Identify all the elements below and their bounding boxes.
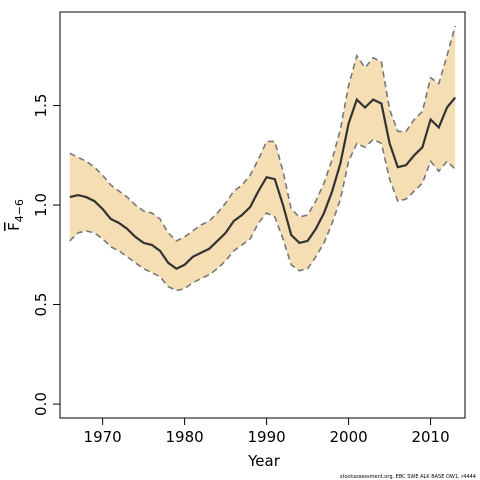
x-tick-label-1990: 1990 — [248, 428, 286, 446]
y-tick-label-0: 0.0 — [32, 392, 50, 416]
x-tick-label-1980: 1980 — [166, 428, 204, 446]
y-axis-title: F4−6 — [5, 199, 26, 231]
credit-text: stockassessment.org, EBC SWE ALK BASE OW… — [340, 474, 476, 480]
lower-bound-line — [69, 138, 456, 292]
y-tick-label-1: 0.5 — [32, 293, 50, 317]
y-tick-label-2: 1.0 — [32, 193, 50, 217]
y-axis: 0.0 0.5 1.0 1.5 — [32, 94, 60, 416]
x-axis: 1970 1980 1990 2000 2010 — [84, 418, 450, 446]
confidence-band — [69, 25, 456, 291]
x-tick-label-2010: 2010 — [411, 428, 449, 446]
y-tick-label-3: 1.5 — [32, 94, 50, 118]
svg-text:F4−6: F4−6 — [5, 199, 26, 231]
y-axis-title-main: F — [5, 222, 23, 231]
y-axis-title-subscript: 4−6 — [13, 199, 26, 222]
x-tick-label-2000: 2000 — [329, 428, 367, 446]
x-tick-label-1970: 1970 — [84, 428, 122, 446]
estimate-line — [69, 96, 457, 270]
x-axis-title: Year — [247, 452, 281, 470]
upper-bound-line — [69, 25, 456, 242]
plot-frame — [59, 11, 466, 419]
